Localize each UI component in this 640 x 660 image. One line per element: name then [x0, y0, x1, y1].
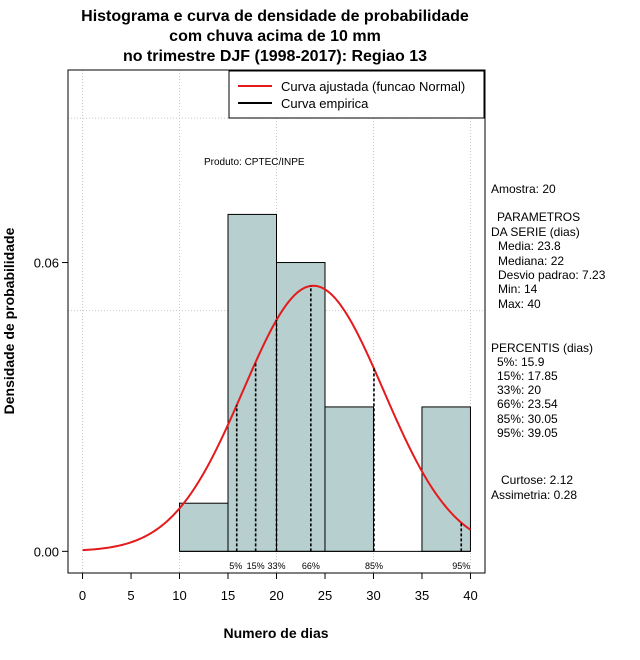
- stat-p85: 85%: 30.05: [497, 412, 558, 426]
- x-tick-label-8: 40: [463, 588, 477, 603]
- percentile-label-1: 15%: [247, 561, 265, 571]
- x-axis-title: Numero de dias: [223, 625, 328, 641]
- chart-title-line-2: com chuva acima de 10 mm: [169, 28, 381, 45]
- y-tick-label-0: 0.00: [34, 544, 59, 559]
- stat-param-title-1: PARAMETROS: [497, 210, 580, 224]
- legend-label-normal: Curva ajustada (funcao Normal): [281, 79, 465, 94]
- histogram-bar-1: [227, 213, 277, 552]
- histogram-bar-3: [324, 406, 374, 552]
- y-tick-label-1: 0.06: [34, 256, 59, 271]
- legend: Curva ajustada (funcao Normal) Curva emp…: [228, 70, 485, 119]
- product-credit: Produto: CPTEC/INPE: [204, 157, 305, 168]
- percentile-label-2: 33%: [267, 561, 285, 571]
- axes: 0 5 10 15 20 25 30 35 40 0.00 0.06: [34, 256, 478, 603]
- x-tick-label-6: 30: [366, 588, 380, 603]
- stat-param-title-2: DA SERIE (dias): [491, 225, 580, 239]
- histogram-bar-0: [179, 502, 229, 552]
- legend-box: [228, 70, 485, 119]
- stat-p15: 15%: 17.85: [497, 369, 558, 383]
- percentile-label-5: 95%: [452, 561, 470, 571]
- plot-frame: [67, 69, 486, 574]
- stat-curtose: Curtose: 2.12: [501, 473, 573, 487]
- stat-amostra: Amostra: 20: [491, 182, 556, 196]
- histogram-bars: [179, 213, 471, 552]
- percentile-label-4: 85%: [365, 561, 383, 571]
- chart-title-line-1: Histograma e curva de densidade de proba…: [81, 8, 469, 25]
- stat-p95: 95%: 39.05: [497, 426, 558, 440]
- chart-title-line-3: no trimestre DJF (1998-2017): Regiao 13: [123, 48, 427, 65]
- stats-panel: Amostra: 20 PARAMETROS DA SERIE (dias) M…: [491, 182, 606, 502]
- stat-mediana: Mediana: 22: [498, 254, 564, 268]
- grid-lines: [68, 70, 485, 573]
- percentile-markers: 5% 15% 33% 66% 85% 95%: [229, 285, 470, 571]
- x-tick-label-4: 20: [269, 588, 283, 603]
- x-tick-label-5: 25: [318, 588, 332, 603]
- stat-p66: 66%: 23.54: [497, 397, 558, 411]
- stat-media: Media: 23.8: [498, 239, 561, 253]
- x-tick-label-3: 15: [221, 588, 235, 603]
- x-tick-label-0: 0: [79, 588, 86, 603]
- percentile-label-0: 5%: [229, 561, 242, 571]
- histogram-bar-5: [421, 406, 471, 552]
- stat-desvio: Desvio padrao: 7.23: [498, 268, 606, 282]
- x-tick-label-1: 5: [127, 588, 134, 603]
- x-tick-label-2: 10: [172, 588, 186, 603]
- x-tick-label-7: 35: [415, 588, 429, 603]
- stat-p33: 33%: 20: [497, 383, 541, 397]
- y-axis-title: Densidade de probabilidade: [1, 227, 17, 414]
- legend-label-empirical: Curva empirica: [281, 96, 369, 111]
- stat-perc-title: PERCENTIS (dias): [491, 341, 593, 355]
- percentile-label-3: 66%: [302, 561, 320, 571]
- stat-min: Min: 14: [498, 282, 538, 296]
- histogram-bar-2: [276, 262, 326, 552]
- stat-p5: 5%: 15.9: [497, 355, 545, 369]
- stat-assimetria: Assimetria: 0.28: [491, 488, 577, 502]
- stat-max: Max: 40: [498, 297, 541, 311]
